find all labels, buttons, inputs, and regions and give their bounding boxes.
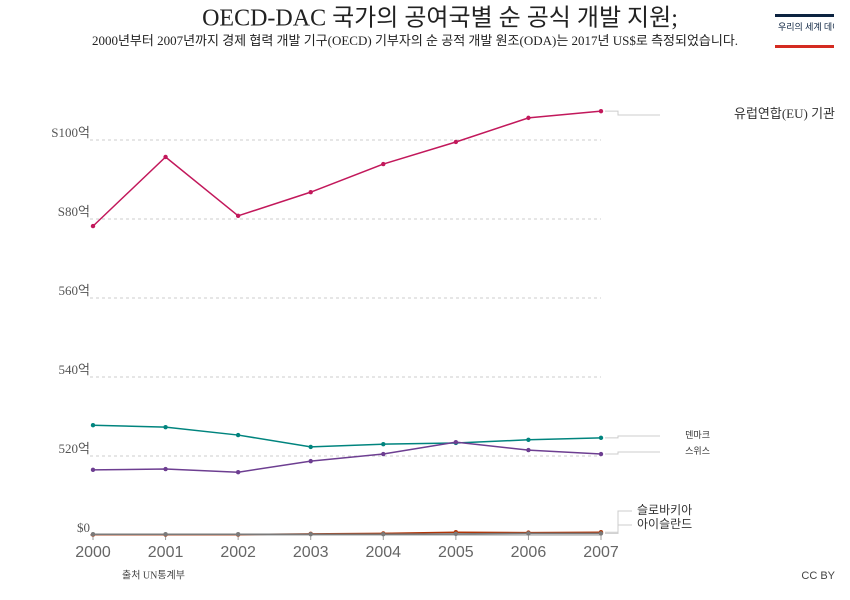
x-tick-label: 2006 xyxy=(511,544,547,561)
point xyxy=(526,437,531,443)
label-connector xyxy=(605,110,660,116)
point xyxy=(90,532,96,537)
point xyxy=(90,467,96,473)
x-tick-label: 2007 xyxy=(583,544,619,561)
point xyxy=(235,532,241,537)
point xyxy=(163,532,168,537)
point xyxy=(526,115,531,121)
series-line xyxy=(92,441,602,473)
series-label: 덴마크 xyxy=(685,430,710,440)
chart-title: OECD-DAC 국가의 공여국별 순 공식 개발 지원; xyxy=(202,5,678,32)
y-tick-label: 560억 xyxy=(59,283,90,298)
series-label: 스위스 xyxy=(685,446,710,456)
point xyxy=(598,451,604,457)
point xyxy=(308,532,313,537)
x-tick-label: 2002 xyxy=(220,544,256,561)
point xyxy=(308,444,313,450)
point xyxy=(308,189,313,195)
y-tick-label: 540억 xyxy=(59,362,90,377)
point xyxy=(598,108,604,114)
series-line xyxy=(93,532,601,535)
point xyxy=(235,213,241,219)
point xyxy=(163,424,168,430)
point xyxy=(381,441,386,447)
logo: 우리의 세계 데이터 xyxy=(775,14,849,48)
series-line xyxy=(92,424,602,448)
point xyxy=(381,451,386,457)
point xyxy=(598,531,604,536)
label-connector xyxy=(605,435,660,439)
x-tick-label: 2001 xyxy=(148,544,184,561)
label-connector xyxy=(605,524,632,534)
point xyxy=(90,422,96,428)
x-tick-label: 2000 xyxy=(75,544,111,561)
source: 출처 UN통계부 xyxy=(122,569,185,581)
logo-top xyxy=(775,14,834,17)
series-label: 유럽연합(EU) 기관 xyxy=(734,106,835,121)
series-label: 아이슬란드 xyxy=(637,517,692,531)
label-connector xyxy=(605,510,632,533)
point xyxy=(308,458,313,464)
point xyxy=(526,447,531,453)
series-line xyxy=(92,110,602,227)
x-tick-label: 2005 xyxy=(438,544,474,561)
x-tick-label: 2004 xyxy=(365,544,401,561)
series-label: 슬로바키아 xyxy=(637,503,692,517)
point xyxy=(163,466,168,472)
y-tick-label: S100억 xyxy=(51,125,90,140)
point xyxy=(235,432,241,438)
point xyxy=(526,531,531,536)
point xyxy=(453,439,459,445)
point xyxy=(453,139,459,145)
y-tick-label: $0 xyxy=(77,520,90,535)
point xyxy=(163,154,168,160)
logo-bottom xyxy=(775,45,834,48)
point xyxy=(90,223,96,229)
point xyxy=(453,531,459,537)
y-tick-label: S80억 xyxy=(58,204,90,219)
x-tick-label: 2003 xyxy=(293,544,329,561)
chart-subtitle: 2000년부터 2007년까지 경제 협력 개발 기구(OECD) 기부자의 순… xyxy=(92,33,738,48)
y-tick-label: 520억 xyxy=(59,441,90,456)
point xyxy=(381,532,386,537)
point xyxy=(598,435,604,441)
logo-text: 우리의 세계 데이터 xyxy=(778,21,849,32)
point xyxy=(235,469,241,475)
label-connector xyxy=(605,451,660,455)
license: CC BY xyxy=(801,570,835,582)
logo-box xyxy=(775,14,834,48)
point xyxy=(381,161,386,167)
